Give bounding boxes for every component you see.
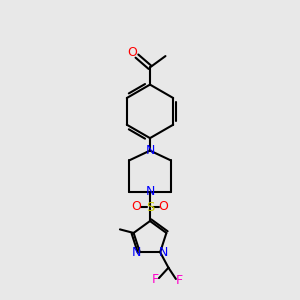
Text: F: F — [176, 274, 183, 287]
Text: S: S — [146, 201, 154, 214]
Text: N: N — [159, 246, 168, 259]
Text: F: F — [152, 273, 159, 286]
Text: O: O — [127, 46, 137, 59]
Text: N: N — [145, 144, 155, 157]
Text: O: O — [132, 200, 142, 213]
Text: N: N — [132, 246, 141, 259]
Text: N: N — [145, 185, 155, 198]
Text: O: O — [158, 200, 168, 213]
